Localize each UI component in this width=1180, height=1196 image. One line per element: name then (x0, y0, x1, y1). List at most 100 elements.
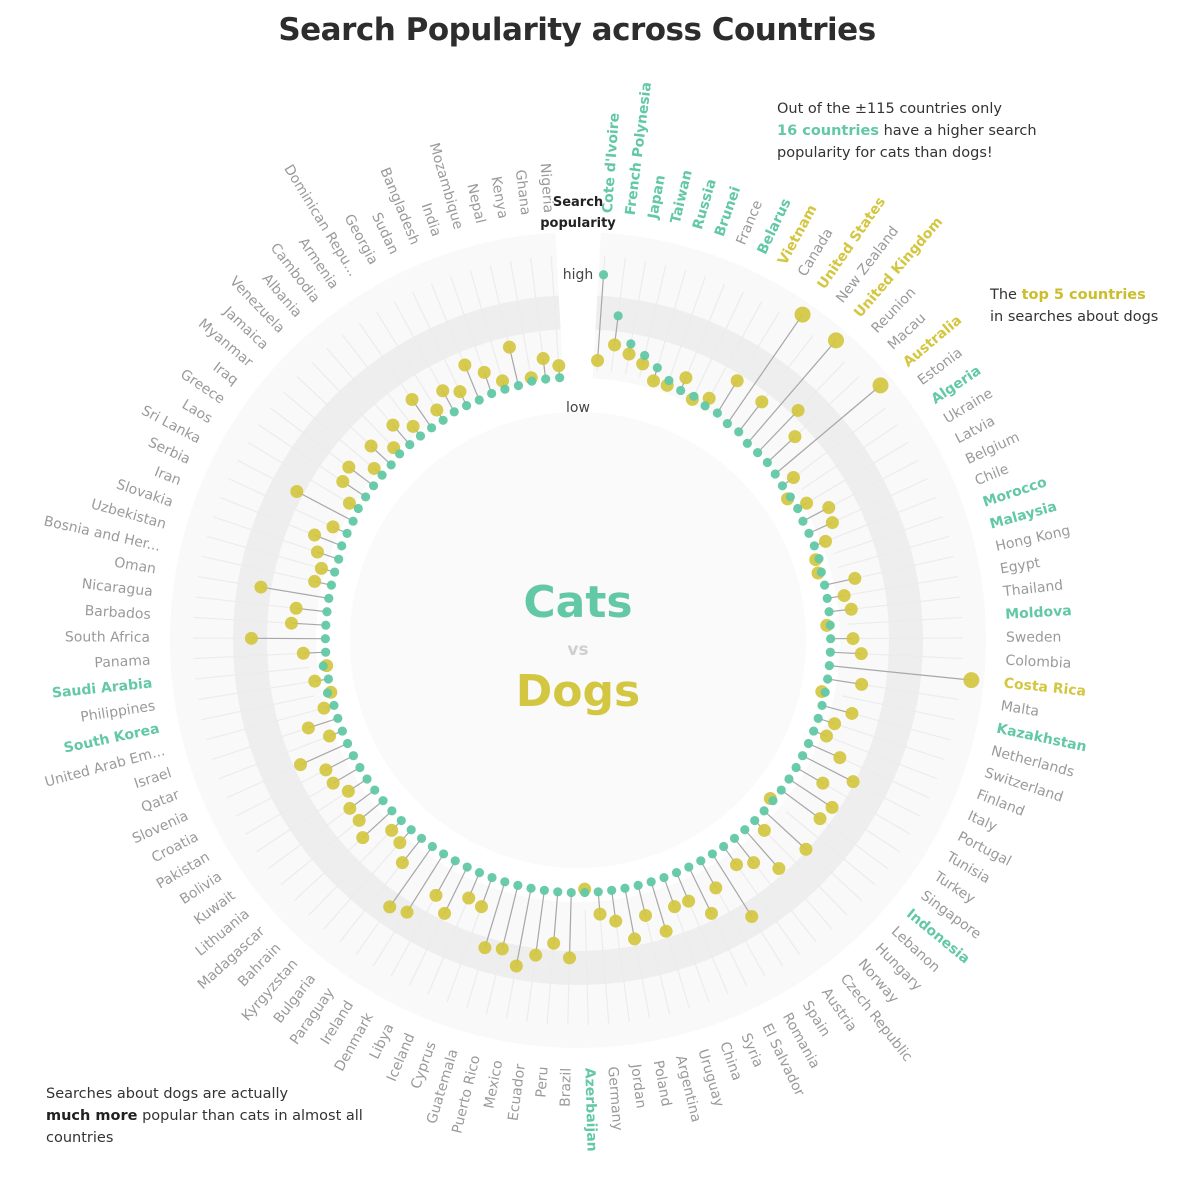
cat-dot (426, 423, 437, 433)
spoke (666, 276, 706, 386)
dog-dot (314, 561, 328, 575)
dog-dot (813, 812, 827, 826)
value-connector (389, 846, 433, 908)
cat-dot (487, 388, 497, 399)
country-label: Barbados (84, 603, 151, 623)
spoke (342, 334, 414, 427)
dog-dot (317, 701, 331, 715)
country-label: Jordan (627, 1062, 649, 1109)
spoke (652, 270, 687, 381)
spoke (193, 652, 309, 660)
cat-dot (321, 620, 331, 630)
spoke (228, 478, 334, 528)
cat-dot (823, 674, 833, 684)
dog-dot (963, 672, 980, 689)
annotation-cats-countries: Out of the ±115 countries only 16 countr… (777, 98, 1107, 164)
country-label: Italy (965, 808, 999, 835)
dog-dot (755, 395, 769, 409)
dog-dot (308, 674, 322, 688)
cat-dot (361, 492, 371, 502)
cat-dot (320, 634, 330, 644)
cat-dot (824, 661, 834, 671)
spoke (218, 736, 327, 780)
dog-dot (608, 338, 622, 352)
spoke (256, 788, 353, 853)
cat-dot (816, 567, 826, 577)
chart-background (170, 230, 986, 1048)
cat-dot (722, 418, 732, 429)
dog-dot (509, 959, 523, 973)
value-connector (296, 490, 354, 522)
spoke (833, 516, 943, 555)
cat-dot (416, 833, 427, 843)
spoke (847, 616, 963, 625)
dog-dot (529, 948, 543, 962)
value-connector (596, 274, 605, 361)
cat-dot (825, 620, 835, 630)
value-connector (535, 890, 545, 956)
dog-dot (819, 729, 833, 743)
dog-dot (290, 484, 304, 498)
annotation-highlight: top 5 countries (1021, 287, 1146, 303)
scale-low-label: low (566, 400, 590, 416)
value-connector (515, 888, 532, 967)
dog-dot (296, 646, 310, 660)
cat-dot (759, 806, 769, 816)
spoke (376, 311, 438, 411)
country-label: Kenya (487, 175, 510, 220)
dog-dot (405, 393, 419, 407)
cat-dot (598, 270, 609, 280)
dog-dot (854, 647, 868, 661)
cat-dot (329, 700, 339, 711)
dog-dot (284, 616, 298, 630)
annotation-text: Out of the ±115 countries only (777, 101, 1002, 117)
cat-dot (768, 796, 778, 806)
spoke (194, 666, 310, 680)
country-label: Iran (152, 464, 183, 489)
dog-dot (622, 347, 636, 361)
center-title: Cats vs Dogs (516, 577, 640, 717)
center-disc-cover (350, 412, 806, 868)
cat-dot (322, 607, 332, 617)
dog-dot (395, 856, 409, 870)
dog-dot (757, 823, 771, 837)
dog-dot (646, 374, 660, 388)
country-label: South Africa (65, 629, 150, 645)
dog-dot (343, 801, 357, 815)
cat-dot (770, 469, 780, 479)
cat-dot (712, 408, 722, 418)
spoke (308, 832, 390, 916)
cat-dot (353, 503, 363, 514)
dog-dot (816, 776, 830, 790)
cat-dot (742, 438, 752, 448)
dog-dot (822, 501, 836, 515)
dog-dot (609, 914, 623, 928)
dog-dot (336, 475, 350, 489)
cat-dot (553, 887, 563, 897)
dog-dot (593, 907, 607, 921)
dog-dot (429, 888, 443, 902)
cat-dot (664, 375, 674, 386)
cat-dot (386, 460, 396, 470)
annotation-text: in searches about dogs (990, 309, 1159, 325)
value-connector (802, 755, 854, 783)
dog-dot (668, 900, 682, 914)
dog-dot (628, 932, 642, 946)
cat-dot (330, 567, 340, 577)
spoke (201, 695, 314, 721)
cat-dot (334, 554, 344, 564)
cat-dot (427, 841, 437, 852)
cat-dot (684, 862, 694, 872)
country-label: Saudi Arabia (51, 675, 153, 701)
cat-dot (784, 774, 794, 784)
country-label: Poland (650, 1059, 674, 1108)
country-label: Panama (94, 653, 151, 672)
spoke (829, 736, 938, 780)
dog-dot (552, 359, 566, 373)
cat-dot (438, 415, 448, 425)
spoke (509, 260, 532, 375)
cat-dot (633, 880, 643, 890)
cat-dot (813, 713, 823, 723)
dog-dot (799, 842, 813, 856)
dog-dot (679, 371, 693, 385)
